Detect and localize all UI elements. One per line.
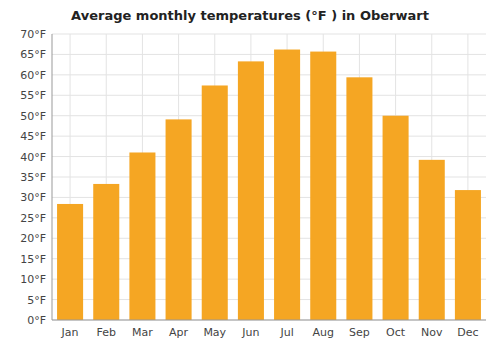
x-axis: Jan Feb Mar Apr May Jun Jul Aug Sep Oct Nov Dec (52, 34, 486, 339)
x-tick-label: Jan (61, 326, 79, 339)
y-axis: 0°F 5°F 10°F 15°F 20°F 25°F 30°F 35°F 40°F 45°F 50… (20, 28, 46, 327)
y-tick-label: 5°F (27, 294, 46, 307)
y-tick-label: 25°F (20, 212, 46, 225)
x-axis-line (52, 320, 486, 321)
bar (238, 61, 264, 320)
y-grid-line (52, 95, 486, 96)
bar (455, 190, 481, 320)
grid (52, 34, 486, 320)
x-tick-label: Oct (386, 326, 406, 339)
bar (166, 119, 192, 320)
y-grid-line (52, 115, 486, 116)
x-tick-label: Jun (241, 326, 259, 339)
title: Average monthly temperatures (°F ) in Ob… (71, 8, 429, 23)
y-tick-label: 65°F (20, 48, 46, 61)
bar (274, 50, 300, 320)
y-tick-label: 45°F (20, 130, 46, 143)
x-tick-label: Aug (313, 326, 334, 339)
y-tick-label: 15°F (20, 253, 46, 266)
y-grid-line (52, 136, 486, 137)
y-tick-label: 20°F (20, 232, 46, 245)
chart-container: 0°F 5°F 10°F 15°F 20°F 25°F 30°F 35°F 40°F 45°F 50… (0, 0, 500, 350)
bar (346, 77, 372, 320)
y-tick-label: 60°F (20, 69, 46, 82)
y-tick-label: 70°F (20, 28, 46, 41)
y-tick-label: 10°F (20, 273, 46, 286)
y-tick-label: 40°F (20, 151, 46, 164)
x-tick-label: Sep (349, 326, 370, 339)
x-tick-label: Feb (97, 326, 116, 339)
bar (57, 204, 83, 320)
y-grid-line (52, 156, 486, 157)
y-tick-label: 30°F (20, 191, 46, 204)
y-tick-label: 55°F (20, 89, 46, 102)
bar (383, 116, 409, 320)
y-grid-line (52, 34, 486, 35)
x-tick-label: Mar (132, 326, 153, 339)
x-tick-label: Apr (169, 326, 189, 339)
y-tick-label: 50°F (20, 110, 46, 123)
bar (419, 160, 445, 320)
y-tick-label: 0°F (27, 314, 46, 327)
x-tick-label: Jul (279, 326, 293, 339)
y-grid-line (52, 74, 486, 75)
chart: 0°F 5°F 10°F 15°F 20°F 25°F 30°F 35°F 40°F 45°F 50… (0, 0, 500, 350)
y-axis-line (52, 34, 53, 320)
y-grid-line (52, 320, 486, 321)
y-grid-line (52, 54, 486, 55)
x-tick-label: Nov (421, 326, 443, 339)
bar (129, 152, 155, 320)
x-tick-label: May (203, 326, 226, 339)
bar (93, 184, 119, 320)
y-tick-label: 35°F (20, 171, 46, 184)
bar (310, 52, 336, 320)
bars (57, 50, 481, 320)
x-tick-label: Dec (457, 326, 478, 339)
bar (202, 85, 228, 320)
